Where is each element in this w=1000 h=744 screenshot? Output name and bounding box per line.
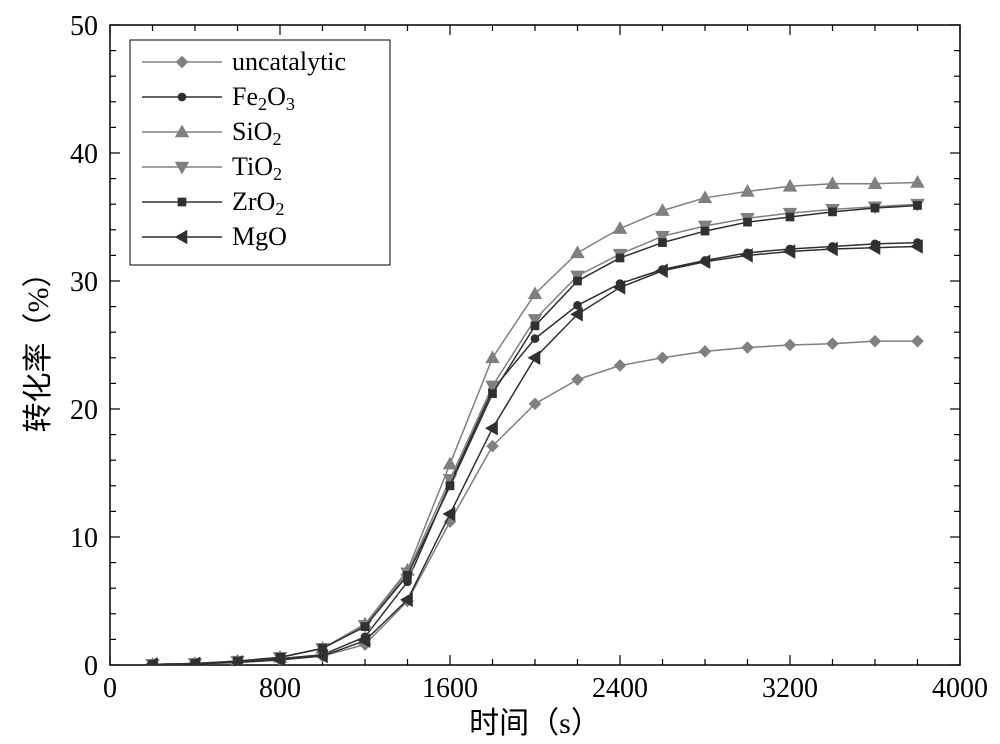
legend: uncatalyticFe2O3SiO2TiO2ZrO2MgO (130, 40, 390, 265)
line-chart: 0 800 1600 2400 3200 4000 0 10 20 30 40 50 时间（s） 转化率（… (0, 0, 1000, 744)
y-tick-label: 30 (70, 267, 98, 298)
chart-container: 0 800 1600 2400 3200 4000 0 10 20 30 40 50 时间（s） 转化率（… (0, 0, 1000, 744)
x-tick-label: 2400 (592, 673, 648, 704)
y-axis-label: 转化率（%） (22, 258, 55, 433)
y-tick-label: 40 (70, 139, 98, 170)
y-tick-label: 50 (70, 11, 98, 42)
x-tick-label: 4000 (932, 673, 988, 704)
series-TiO2 (146, 199, 924, 670)
series-uncatalytic (147, 336, 923, 670)
legend-label: MgO (232, 222, 287, 251)
x-tick-label: 0 (103, 673, 117, 704)
x-axis-label: 时间（s） (469, 707, 601, 740)
x-tick-label: 3200 (762, 673, 818, 704)
series-ZrO2 (149, 202, 922, 669)
series-Fe2O3 (149, 239, 922, 668)
legend-label: uncatalytic (232, 47, 346, 76)
y-tick-label: 10 (70, 523, 98, 554)
y-tick-label: 20 (70, 395, 98, 426)
series-MgO (146, 240, 922, 671)
y-tick-label: 0 (84, 651, 98, 682)
x-tick-label: 1600 (422, 673, 478, 704)
x-tick-label: 800 (259, 673, 301, 704)
